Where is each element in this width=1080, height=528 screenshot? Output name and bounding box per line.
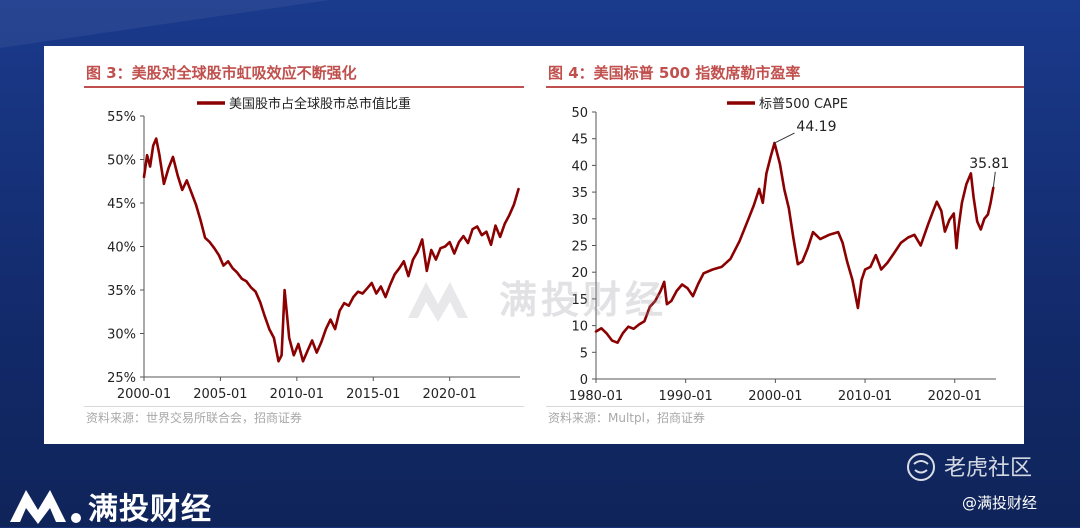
x-tick-label: 1980-01 — [569, 389, 623, 404]
x-tick-label: 1990-01 — [659, 389, 713, 404]
y-tick-label: 0 — [580, 373, 588, 388]
author-handle[interactable]: @满投财经 — [962, 494, 1038, 512]
figure-source: 资料来源：世界交易所联合会，招商证券 — [86, 411, 303, 425]
title-divider — [84, 86, 524, 88]
figure-cape: 图 4：美国标普 500 指数席勒市盈率 0 5 10 15 20 25 30 35 40 45 5… — [544, 46, 1024, 444]
x-tick-label: 2005-01 — [193, 387, 247, 402]
y-tick-label: 30% — [107, 328, 136, 343]
cape-chart: 0 5 10 15 20 25 30 35 40 45 50 1980-01 1990-01 2000-0… — [569, 97, 1010, 404]
x-tick-label: 2020-01 — [423, 387, 477, 402]
y-tick-label: 15 — [571, 293, 588, 308]
series-line — [594, 141, 995, 345]
y-tick-label: 25% — [107, 371, 136, 386]
report-panel: 图 3：美股对全球股市虹吸效应不断强化 25% 30% 35% 40% 45% 50% 55… — [44, 46, 1024, 444]
x-tick-label: 2000-01 — [748, 389, 802, 404]
y-tick-label: 50 — [571, 106, 588, 121]
brand-logo-icon — [10, 490, 81, 524]
figure-title: 图 4：美国标普 500 指数席勒市盈率 — [548, 64, 801, 82]
y-tick-label: 40 — [571, 159, 588, 174]
figure-title: 图 3：美股对全球股市虹吸效应不断强化 — [86, 64, 357, 82]
y-tick-label: 50% — [107, 154, 136, 169]
us-share-chart: 25% 30% 35% 40% 45% 50% 55% 2000-01 2005-01 2010-… — [107, 96, 520, 402]
figure-source: 资料来源：Multpl，招商证券 — [548, 411, 705, 425]
y-tick-label: 35% — [107, 284, 136, 299]
legend-label: 美国股市占全球股市总市值比重 — [229, 96, 411, 112]
watermark-text: 满投财经 — [499, 278, 668, 322]
y-tick-label: 30 — [571, 213, 588, 228]
y-tick-label: 35 — [571, 186, 588, 201]
x-tick-label: 2015-01 — [346, 387, 400, 402]
annotation-leader — [992, 171, 996, 188]
y-tick-label: 25 — [571, 240, 588, 255]
y-tick-label: 45 — [571, 133, 588, 148]
annotation-leader — [774, 132, 795, 144]
figure-us-share: 图 3：美股对全球股市虹吸效应不断强化 25% 30% 35% 40% 45% 50% 55… — [44, 46, 524, 444]
y-tick-label: 45% — [107, 197, 136, 212]
tiger-community-icon — [907, 453, 935, 481]
x-tick-label: 2000-01 — [117, 387, 171, 402]
source-divider — [84, 406, 524, 407]
annotation-label: 35.81 — [969, 156, 1009, 172]
y-tick-label: 5 — [580, 346, 588, 361]
annotation-label: 44.19 — [796, 119, 836, 135]
y-tick-label: 20 — [571, 266, 588, 281]
y-tick-label: 55% — [107, 110, 136, 125]
title-divider — [546, 86, 1024, 88]
y-tick-label: 10 — [571, 320, 588, 335]
x-tick-label: 2010-01 — [838, 389, 892, 404]
platform-name: 老虎社区 — [944, 456, 1033, 481]
background-accent — [0, 0, 330, 48]
x-tick-label: 2020-01 — [928, 389, 982, 404]
series-line — [142, 137, 520, 363]
x-tick-label: 2010-01 — [270, 387, 324, 402]
source-divider — [546, 406, 1024, 407]
y-tick-label: 40% — [107, 241, 136, 256]
legend-label: 标普500 CAPE — [759, 97, 848, 112]
brand-name: 满投财经 — [88, 492, 212, 527]
watermark-logo-icon — [408, 282, 468, 322]
